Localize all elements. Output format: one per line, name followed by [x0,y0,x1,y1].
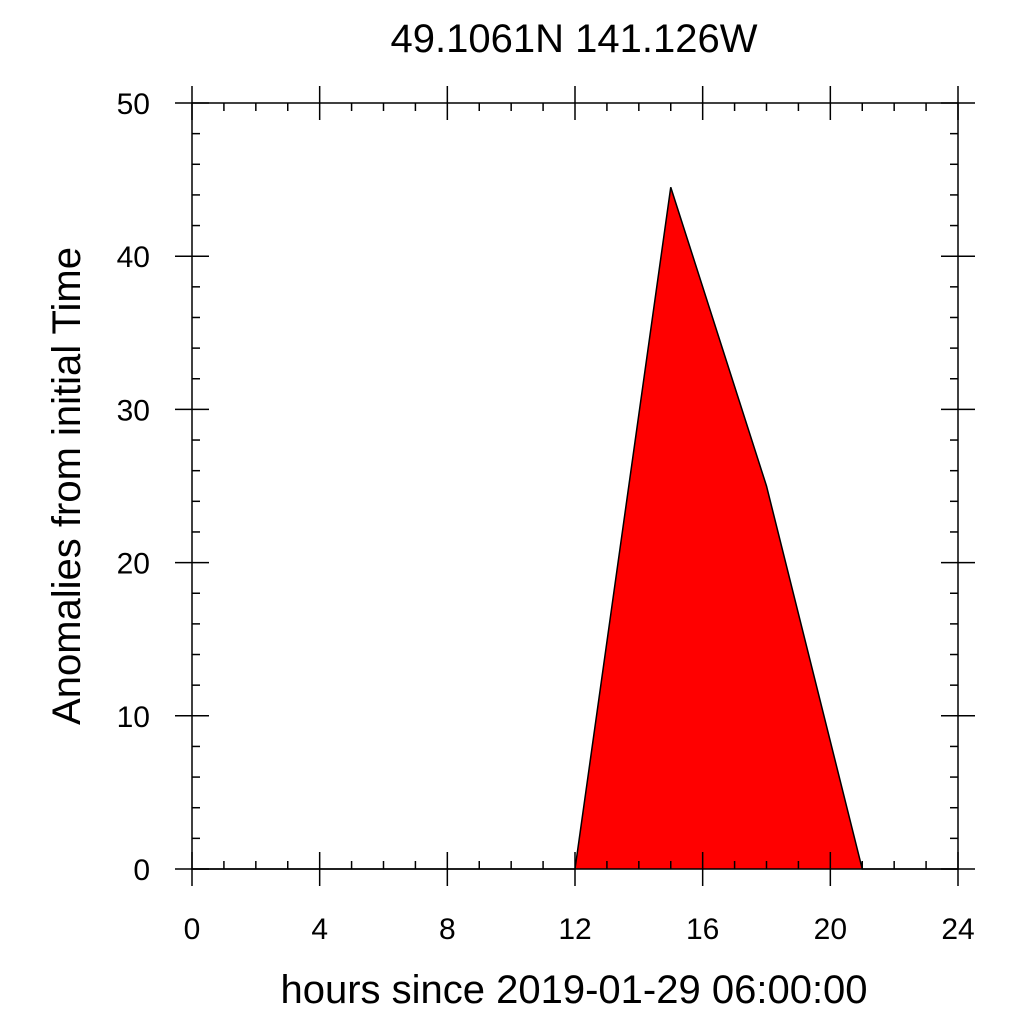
y-tick-label: 40 [117,241,150,274]
x-axis-label: hours since 2019-01-29 06:00:00 [280,968,867,1012]
ticks [175,86,975,886]
y-tick-label: 10 [117,701,150,734]
fill-layer [192,187,958,870]
y-tick-label: 0 [133,854,150,887]
x-tick-label: 16 [686,913,719,946]
chart-title: 49.1061N 141.126W [391,17,758,61]
x-tick-label: 24 [941,913,974,946]
x-tick-labels: 0 4 8 12 16 20 24 [184,913,975,946]
anomaly-line [192,187,958,870]
y-tick-label: 20 [117,548,150,581]
x-tick-label: 20 [814,913,847,946]
x-tick-label: 8 [439,913,456,946]
y-tick-labels: 0 10 20 30 40 50 [117,88,150,887]
y-tick-label: 50 [117,88,150,121]
x-tick-label: 12 [558,913,591,946]
y-tick-label: 30 [117,394,150,427]
x-tick-label: 4 [311,913,328,946]
x-tick-label: 0 [184,913,201,946]
anomaly-area [192,187,958,869]
plot-frame [191,102,959,870]
y-axis-label: Anomalies from initial Time [45,247,89,725]
